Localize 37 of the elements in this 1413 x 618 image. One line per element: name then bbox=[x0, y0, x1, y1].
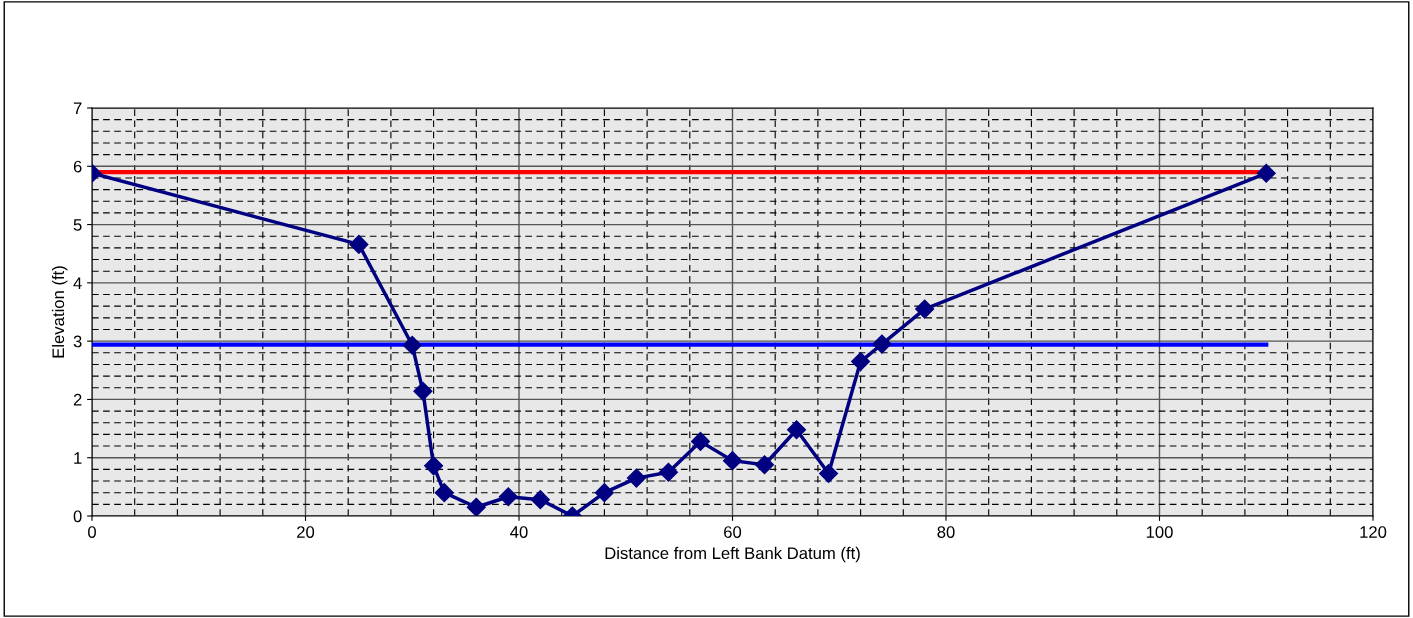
point bbox=[424, 456, 444, 476]
point bbox=[787, 420, 807, 440]
point bbox=[402, 335, 422, 355]
point bbox=[722, 451, 743, 471]
point bbox=[530, 490, 550, 510]
point bbox=[872, 334, 892, 354]
point bbox=[690, 431, 711, 451]
y-tick-label: 2 bbox=[73, 393, 82, 406]
x-tick-label: 80 bbox=[937, 526, 955, 538]
y-tick-label: 6 bbox=[73, 160, 82, 173]
point bbox=[349, 234, 369, 254]
x-tick-label: 100 bbox=[1146, 526, 1173, 538]
y-tick-label: 3 bbox=[73, 335, 82, 348]
point bbox=[915, 299, 935, 319]
point bbox=[754, 455, 775, 475]
point bbox=[498, 487, 518, 507]
point bbox=[819, 463, 839, 483]
x-tick-label: 40 bbox=[510, 526, 528, 538]
x-tick-label: 0 bbox=[88, 526, 96, 538]
y-tick-label: 7 bbox=[73, 102, 82, 115]
point bbox=[658, 462, 678, 482]
point bbox=[851, 352, 871, 372]
y-tick-label: 1 bbox=[74, 452, 82, 464]
point bbox=[594, 483, 614, 503]
point bbox=[1256, 163, 1276, 183]
x-axis-title: Distance from Left Bank Datum (ft) bbox=[605, 546, 860, 563]
point bbox=[466, 497, 486, 516]
point bbox=[626, 468, 646, 488]
y-axis-title: Elevation (ft) bbox=[51, 266, 68, 358]
y-tick-label: 5 bbox=[73, 219, 82, 231]
x-tick-label: 120 bbox=[1360, 526, 1387, 538]
point bbox=[434, 483, 454, 503]
y-tick-label: 4 bbox=[73, 277, 82, 289]
y-tick-label: 0 bbox=[73, 510, 82, 523]
point bbox=[413, 381, 433, 401]
x-tick-label: 20 bbox=[297, 526, 315, 538]
x-tick-label: 60 bbox=[724, 526, 742, 538]
